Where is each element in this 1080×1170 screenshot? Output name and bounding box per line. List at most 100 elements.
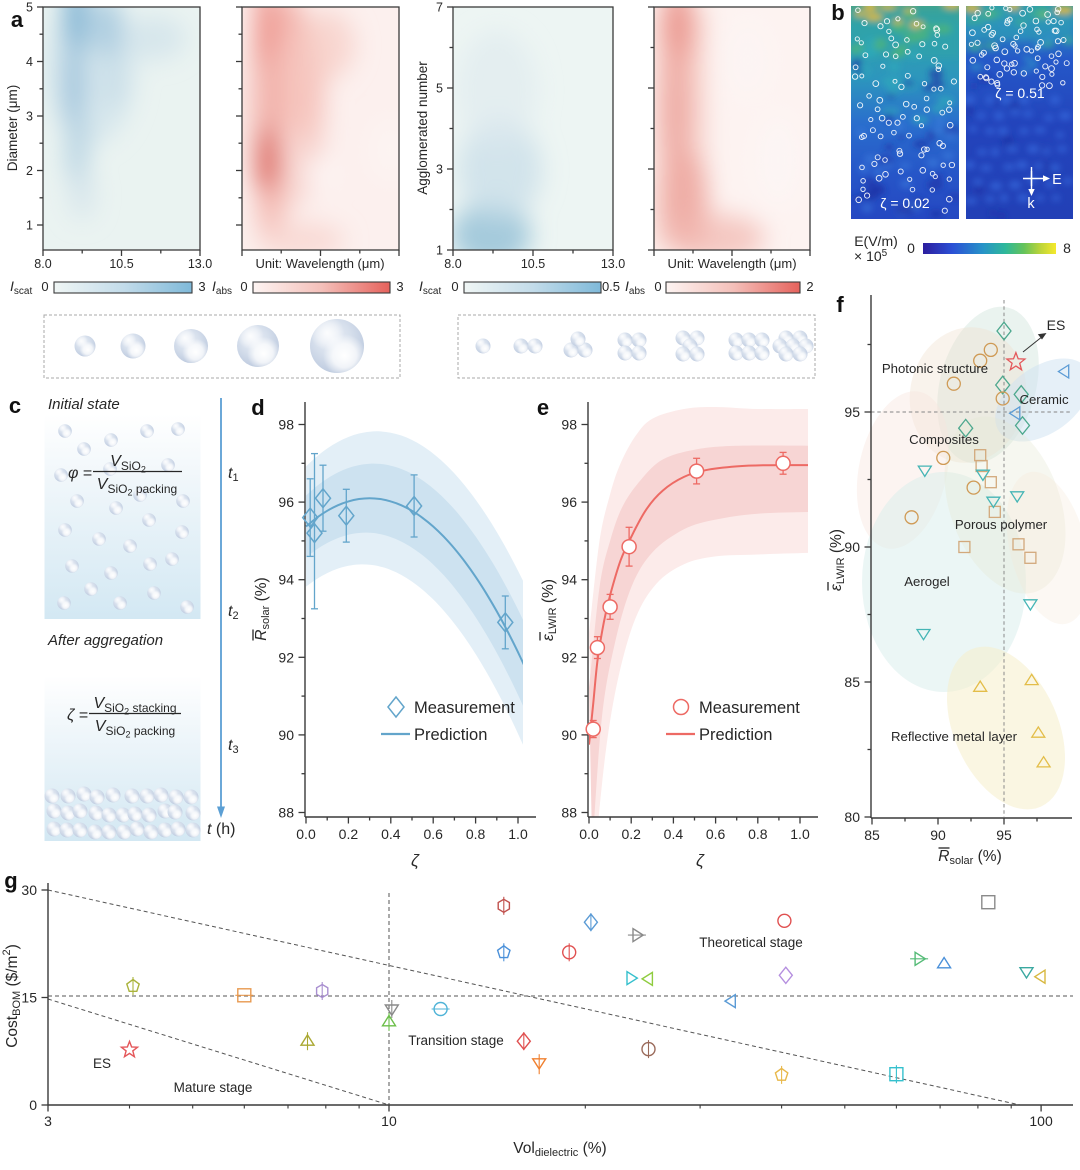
svg-text:90: 90 [844,539,860,555]
svg-text:3: 3 [396,279,403,294]
svg-text:7: 7 [436,1,443,15]
svg-text:92: 92 [561,649,577,665]
svg-text:85: 85 [844,674,860,690]
svg-text:2: 2 [806,279,813,294]
svg-text:Prediction: Prediction [699,726,772,744]
svg-text:1: 1 [26,219,33,233]
svg-text:Rsolar (%): Rsolar (%) [253,577,272,640]
svg-text:96: 96 [561,494,577,510]
svg-text:Ceramic: Ceramic [1019,392,1068,407]
svg-text:94: 94 [278,572,294,588]
svg-text:10: 10 [381,1113,397,1129]
svg-text:Composites: Composites [909,432,979,447]
svg-text:90: 90 [561,727,577,743]
svg-text:0.2: 0.2 [339,826,359,842]
svg-text:13.0: 13.0 [188,257,212,271]
svg-text:Measurement: Measurement [414,699,515,717]
svg-text:ES: ES [1047,317,1066,333]
svg-text:t1: t1 [228,465,239,484]
svg-text:0: 0 [240,279,247,294]
svg-text:2: 2 [26,164,33,178]
svg-text:15: 15 [21,989,37,1005]
svg-text:E(V/m): E(V/m) [854,233,898,249]
svg-text:85: 85 [864,827,880,843]
svg-text:Mature stage: Mature stage [174,1080,253,1095]
svg-text:f: f [836,292,844,317]
svg-text:13.0: 13.0 [601,257,625,271]
svg-text:0.8: 0.8 [748,826,768,842]
svg-text:0.6: 0.6 [706,826,726,842]
svg-text:ζ: ζ [411,851,420,870]
svg-text:a: a [11,7,24,32]
svg-text:96: 96 [278,494,294,510]
svg-text:100: 100 [1029,1113,1053,1129]
svg-text:98: 98 [278,417,294,433]
svg-text:88: 88 [278,805,294,821]
svg-text:Measurement: Measurement [699,699,800,717]
svg-text:1: 1 [436,244,443,258]
svg-text:Rsolar (%): Rsolar (%) [938,848,1001,867]
svg-text:× 105: × 105 [854,248,888,264]
svg-text:10.5: 10.5 [521,257,545,271]
svg-text:8.0: 8.0 [444,257,461,271]
svg-text:Theoretical stage: Theoretical stage [699,935,803,950]
svg-text:0: 0 [907,240,915,256]
svg-text:8.0: 8.0 [34,257,51,271]
svg-text:c: c [9,393,21,418]
svg-text:εLWIR (%): εLWIR (%) [540,579,559,641]
svg-text:ES: ES [93,1056,111,1071]
svg-text:4: 4 [26,55,33,69]
svg-text:Porous polymer: Porous polymer [955,517,1048,532]
svg-text:VSiO2: VSiO2 [110,453,146,475]
svg-text:After aggregation: After aggregation [47,632,163,649]
svg-text:d: d [251,395,264,420]
svg-text:Agglomerated number: Agglomerated number [415,61,430,195]
svg-text:Reflective metal layer: Reflective metal layer [891,729,1018,744]
svg-text:VSiO2 packing: VSiO2 packing [97,476,177,498]
svg-text:30: 30 [21,882,37,898]
svg-text:3: 3 [44,1113,52,1129]
svg-text:Unit: Wavelength (μm): Unit: Wavelength (μm) [255,256,384,271]
svg-text:ζ =: ζ = [67,707,88,724]
svg-text:VSiO2 stacking: VSiO2 stacking [93,695,176,717]
svg-text:0.4: 0.4 [664,826,684,842]
svg-text:0.6: 0.6 [423,826,443,842]
svg-text:CostBOM ($/m2): CostBOM ($/m2) [1,944,23,1048]
svg-text:Initial state: Initial state [48,396,120,413]
svg-text:Unit: Wavelength (μm): Unit: Wavelength (μm) [667,256,796,271]
svg-text:t2: t2 [228,603,239,622]
svg-text:95: 95 [844,404,860,420]
svg-text:Iabs: Iabs [212,278,232,297]
svg-text:88: 88 [561,805,577,821]
svg-text:0.0: 0.0 [579,826,599,842]
svg-text:E: E [1052,172,1062,188]
svg-text:80: 80 [844,809,860,825]
svg-text:Aerogel: Aerogel [904,574,950,589]
svg-text:92: 92 [278,649,294,665]
svg-text:5: 5 [26,1,33,15]
svg-text:94: 94 [561,572,577,588]
svg-text:0: 0 [41,279,48,294]
svg-text:b: b [831,0,844,25]
svg-text:90: 90 [930,827,946,843]
svg-text:Transition stage: Transition stage [408,1033,504,1048]
svg-text:Photonic structure: Photonic structure [882,361,988,376]
svg-text:98: 98 [561,417,577,433]
svg-text:0.8: 0.8 [466,826,486,842]
svg-text:0: 0 [654,279,661,294]
svg-text:90: 90 [278,727,294,743]
svg-text:ζ = 0.51: ζ = 0.51 [995,85,1045,101]
svg-text:e: e [537,395,549,420]
svg-text:Iabs: Iabs [625,278,645,297]
svg-text:3: 3 [436,163,443,177]
svg-text:t (h): t (h) [207,821,235,838]
svg-text:0: 0 [451,279,458,294]
svg-text:εLWIR (%): εLWIR (%) [828,529,847,591]
svg-text:5: 5 [436,82,443,96]
svg-text:Diameter (μm): Diameter (μm) [5,85,20,172]
svg-text:95: 95 [996,827,1012,843]
svg-text:Iscat: Iscat [10,278,32,297]
svg-text:VSiO2 packing: VSiO2 packing [95,718,175,740]
svg-text:t3: t3 [228,737,239,756]
svg-text:1.0: 1.0 [508,826,528,842]
